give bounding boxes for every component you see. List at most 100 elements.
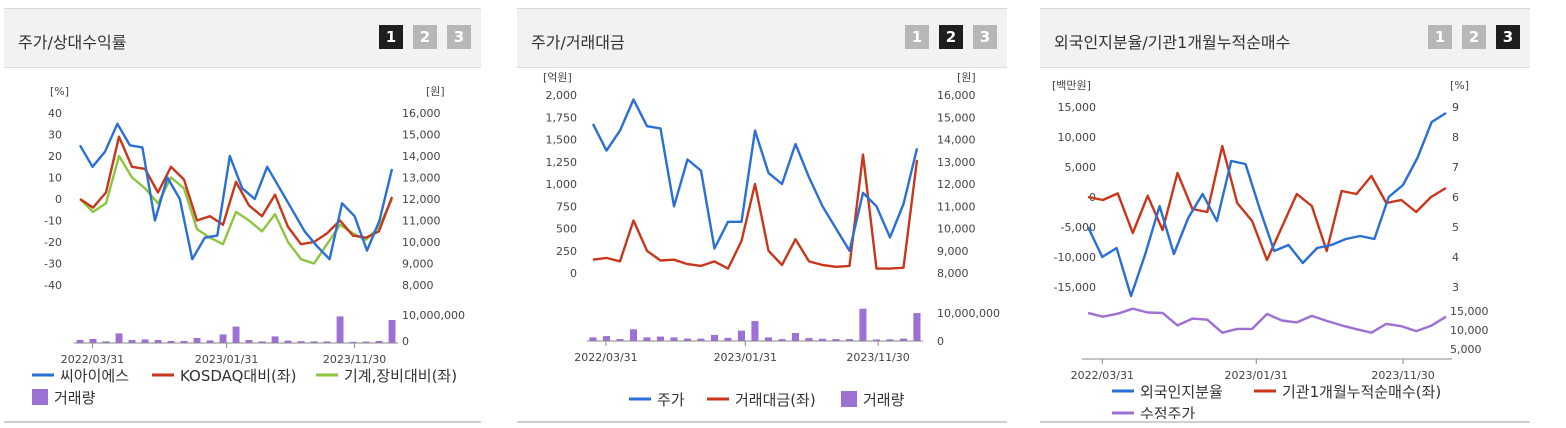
left-tick-label: 1,750 [546,111,578,124]
x-tick-label: 2023/01/31 [195,353,258,366]
panel-price-trading-value: 주가/거래대금 1 2 3 [억원] [원] 2,000 1,750 1,500 1,25… [517,8,1007,423]
left-tick-label: 5,000 [1065,161,1097,174]
lower-tick-label: 10,000 [1450,324,1489,337]
legend-label: 주가 [657,391,685,409]
volume-axis-zero: 0 [402,335,409,348]
legend-label: 수정주가 [1140,405,1195,419]
right-tick-label: 8,000 [402,279,434,292]
tab-3[interactable]: 3 [447,25,471,49]
left-tick-label: 500 [556,223,577,236]
volume-bar [154,340,162,343]
legend-label: 거래대금(좌) [735,391,816,409]
legend-label: 거래량 [863,391,905,409]
chart-price-trading-value: [억원] [원] 2,000 1,750 1,500 1,250 1,000 750 500 25… [543,71,1000,409]
volume-bar [323,341,331,343]
right-tick-label: 14,000 [937,134,976,147]
volume-bar [764,337,772,341]
volume-bar [245,340,253,343]
volume-bar [724,337,732,341]
right-tick-label: 10,000 [937,223,976,236]
series-line-price [591,98,919,253]
left-tick-label: -20 [44,236,62,249]
tab-3[interactable]: 3 [973,25,997,49]
volume-bar [76,340,84,343]
volume-bar [899,338,907,341]
volume-bar [310,341,318,343]
right-tick-label: 16,000 [937,89,976,102]
right-tick-label: 4 [1452,251,1459,264]
volume-bar [791,333,799,341]
volume-bar [859,308,867,341]
volume-bar [180,341,188,343]
volume-bar [805,338,813,341]
panel-header: 주가/거래대금 1 2 3 [517,9,1007,68]
volume-bar [362,341,370,343]
volume-bar [349,341,357,343]
x-tick-label: 2022/03/31 [1071,369,1134,382]
volume-bar [102,341,110,343]
volume-bar [602,336,610,341]
panel-header: 주가/상대수익률 1 2 3 [4,9,481,68]
volume-bar [271,336,279,343]
volume-bar [886,339,894,341]
volume-bar [629,329,637,341]
left-unit-label: [억원] [543,71,572,84]
series-line-price [78,122,394,261]
right-tick-label: 10,000 [402,236,441,249]
tab-2[interactable]: 2 [939,25,963,49]
left-tick-label: 1,250 [546,156,578,169]
series-line-foreign-ratio [1086,111,1447,298]
volume-bar [193,338,201,343]
volume-bar [206,340,214,343]
left-tick-label: -15,000 [1054,281,1096,294]
right-tick-label: 8 [1452,131,1459,144]
right-tick-label: 8,000 [937,267,969,280]
legend-label: 기관1개월누적순매수(좌) [1282,383,1441,401]
volume-bar [683,338,691,341]
volume-bar [375,341,383,343]
panel-header: 외국인지분율/기관1개월누적순매수 1 2 3 [1040,9,1530,68]
legend-label: 기계,장비대비(좌) [344,367,457,385]
volume-bar [616,339,624,341]
left-unit-label: [백만원] [1052,79,1091,92]
right-tick-label: 9 [1452,101,1459,114]
legend-label: 거래량 [54,389,96,407]
left-tick-label: 30 [48,129,62,142]
volume-bar [832,339,840,341]
tab-1[interactable]: 1 [379,25,403,49]
tab-group: 1 2 3 [905,25,997,49]
legend-label: 외국인지분율 [1140,383,1223,401]
left-tick-label: 20 [48,150,62,163]
x-tick-label: 2023/11/30 [1371,369,1434,382]
volume-bar [913,313,921,341]
x-tick-label: 2023/11/30 [323,353,386,366]
right-tick-label: 5 [1452,221,1459,234]
right-tick-label: 7 [1452,161,1459,174]
tab-group: 1 2 3 [1428,25,1520,49]
right-tick-label: 12,000 [937,178,976,191]
volume-bar [697,338,705,341]
right-unit-label: [원] [957,71,976,84]
tab-group: 1 2 3 [379,25,471,49]
volume-bar [297,341,305,343]
right-tick-label: 3 [1452,281,1459,294]
panel-foreign-institution: 외국인지분율/기관1개월누적순매수 1 2 3 [백만원] [%] 15,000 10… [1040,8,1530,423]
tab-1[interactable]: 1 [1428,25,1452,49]
volume-bar [128,340,136,343]
volume-axis-label: 10,000,000 [402,309,465,322]
x-tick-label: 2023/11/30 [846,351,909,364]
legend-label: KOSDAQ대비(좌) [180,367,297,385]
left-tick-label: 10,000 [1058,131,1097,144]
tab-1[interactable]: 1 [905,25,929,49]
legend-swatch [841,391,857,407]
tab-2[interactable]: 2 [1462,25,1486,49]
x-tick-label: 2022/03/31 [574,351,637,364]
left-tick-label: 40 [48,107,62,120]
left-tick-label: -10 [44,215,62,228]
panel-price-relative-return: 주가/상대수익률 1 2 3 [%] [원] 40 30 20 10 0 -10 -20 -30-… [4,8,481,423]
tab-2[interactable]: 2 [413,25,437,49]
left-tick-label: -5,000 [1061,221,1096,234]
right-tick-label: 16,000 [402,107,441,120]
series-line-kosdaq [79,135,394,246]
tab-3[interactable]: 3 [1496,25,1520,49]
